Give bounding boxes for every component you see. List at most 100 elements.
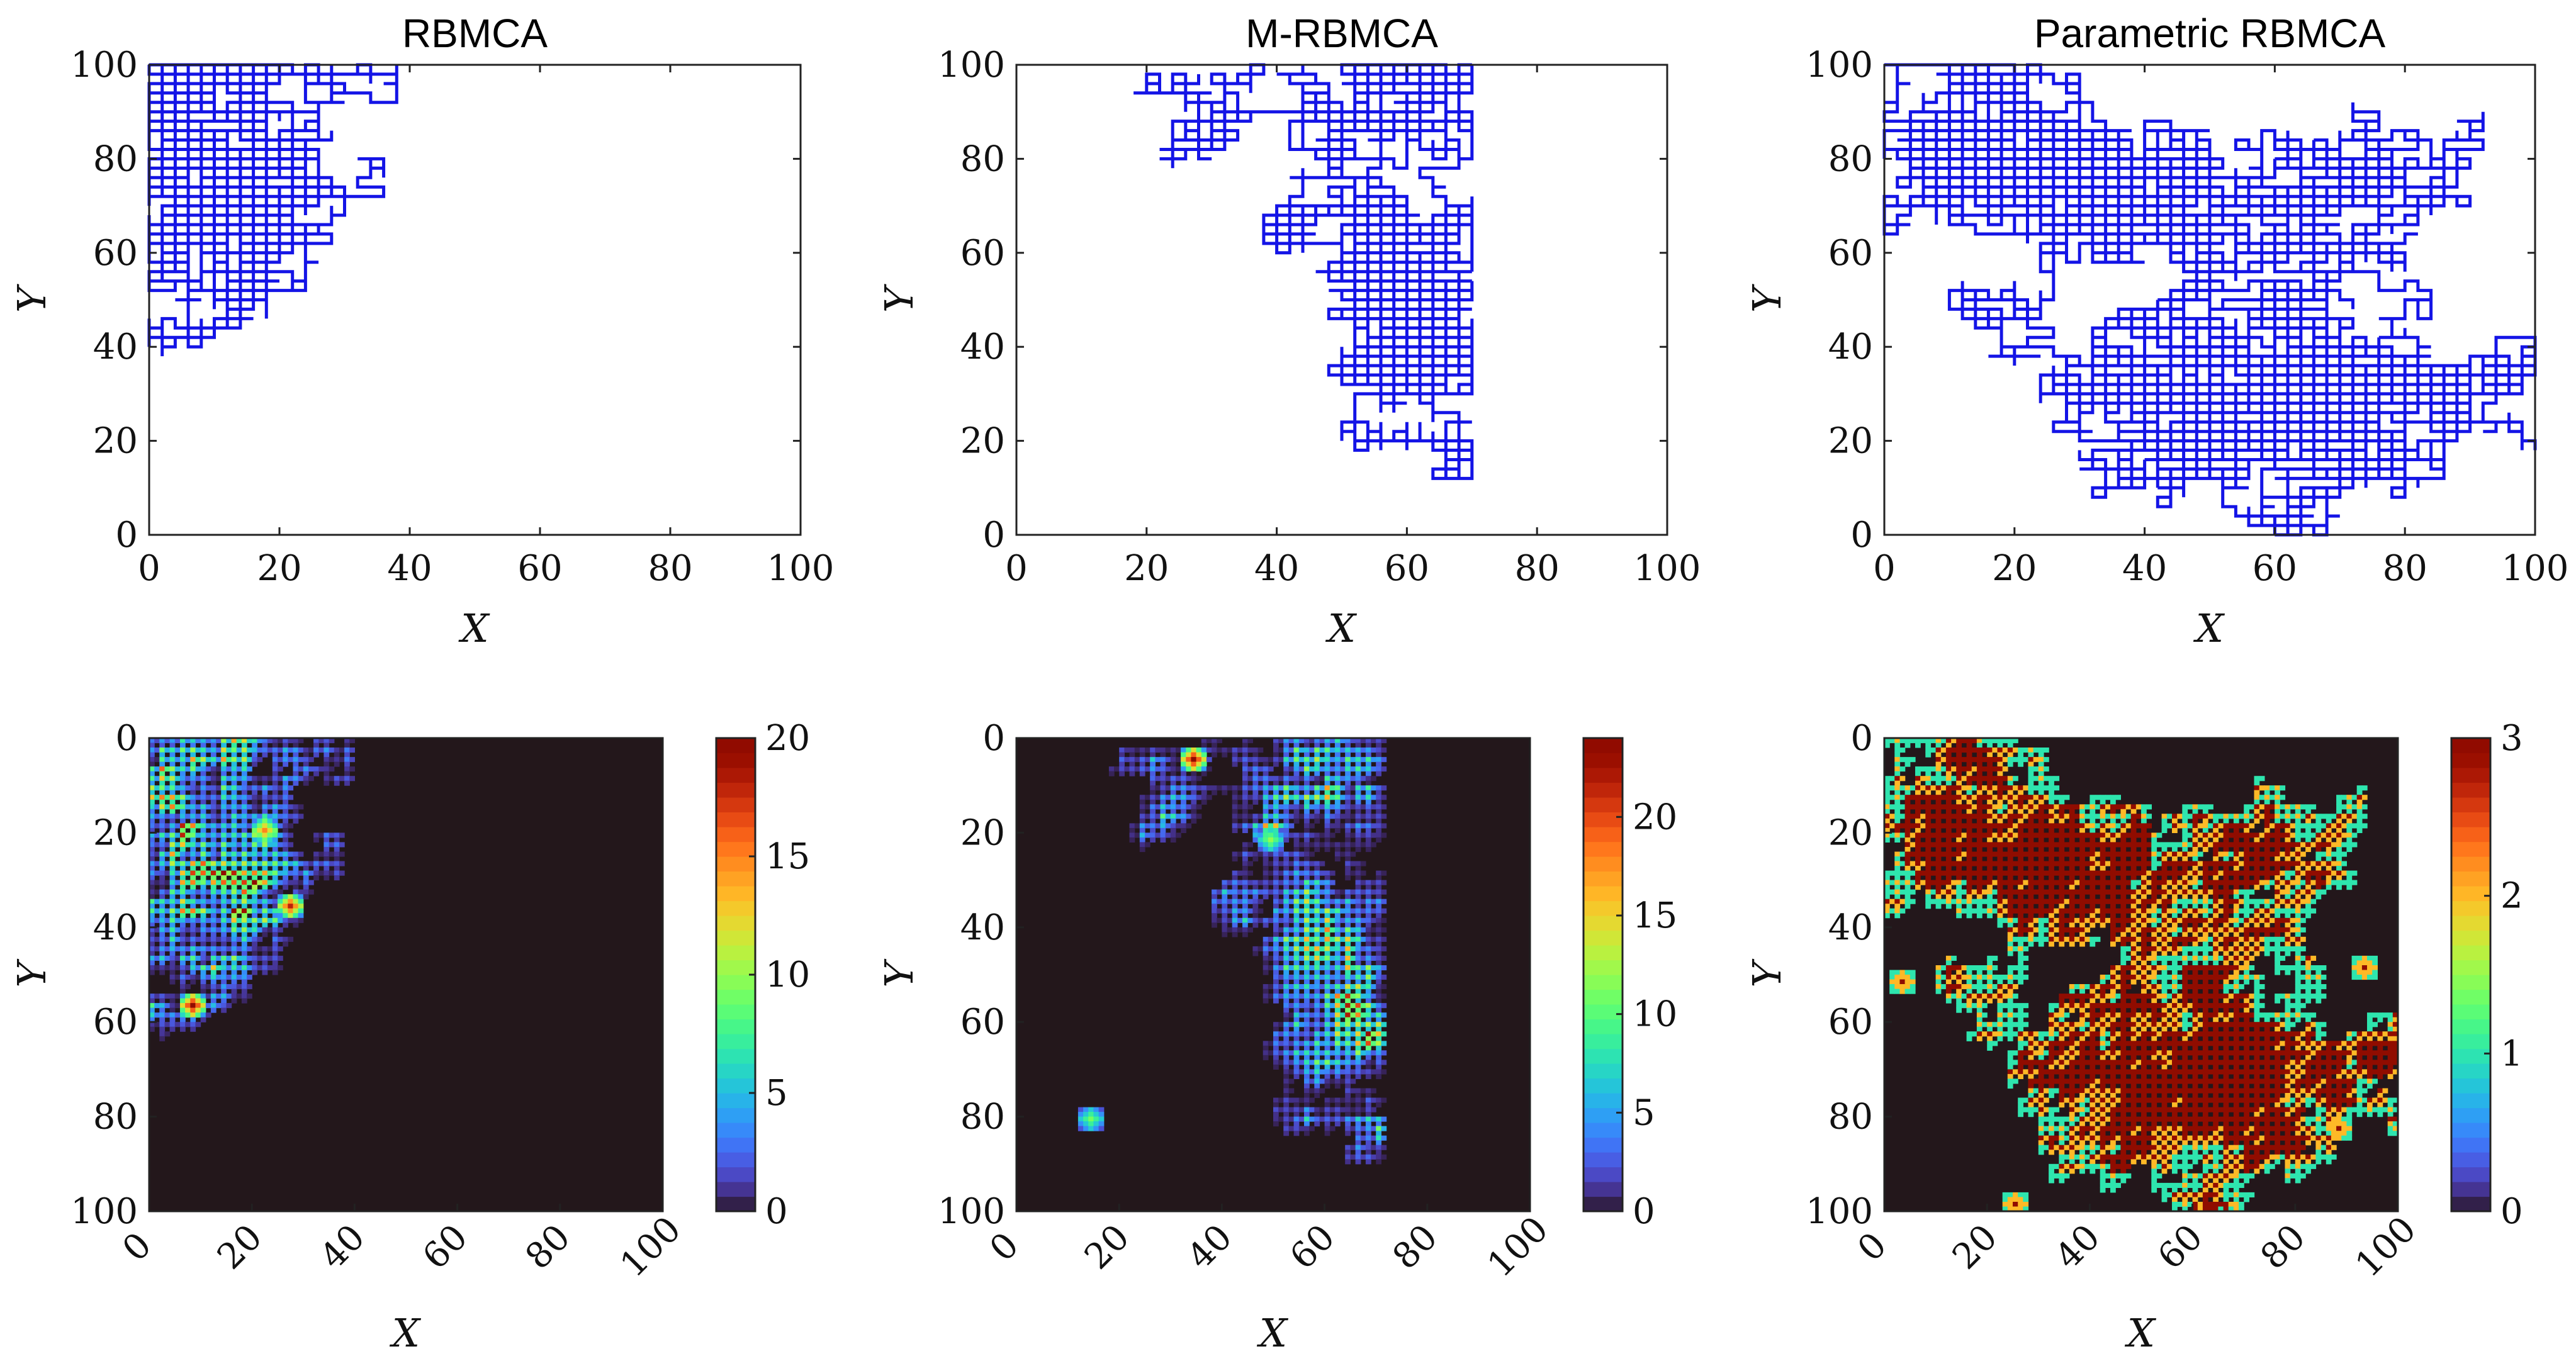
heatmap-cell bbox=[1273, 984, 1279, 990]
heatmap-cell bbox=[1304, 1045, 1310, 1051]
heatmap-cell bbox=[221, 908, 227, 914]
heatmap-cell bbox=[278, 738, 283, 744]
heatmap-cell bbox=[164, 1012, 171, 1018]
heatmap-cell bbox=[1334, 904, 1341, 909]
heatmap-cell bbox=[2089, 885, 2096, 890]
heatmap-cell bbox=[2007, 818, 2013, 824]
heatmap-cell bbox=[2336, 809, 2342, 814]
heatmap-cell bbox=[1376, 804, 1381, 810]
heatmap-cell bbox=[1304, 941, 1310, 947]
heatmap-cell bbox=[190, 785, 196, 791]
heatmap-cell bbox=[180, 1007, 186, 1013]
heatmap-cell bbox=[2197, 804, 2203, 810]
heatmap-cell bbox=[1976, 761, 1983, 767]
heatmap-cell bbox=[1324, 1055, 1330, 1060]
heatmap-cell bbox=[2182, 861, 2188, 866]
heatmap-cell bbox=[1324, 795, 1330, 800]
heatmap-cell bbox=[1314, 946, 1320, 951]
heatmap-cell bbox=[226, 927, 232, 933]
heatmap-cell bbox=[2151, 837, 2157, 843]
heatmap-cell bbox=[2049, 856, 2054, 862]
heatmap-cell bbox=[2023, 814, 2029, 819]
heatmap-cell bbox=[2135, 804, 2142, 810]
heatmap-cell bbox=[1319, 994, 1325, 999]
heatmap-cell bbox=[1997, 761, 2003, 767]
heatmap-cell bbox=[1304, 1116, 1310, 1122]
heatmap-cell bbox=[2346, 842, 2353, 848]
heatmap-cell bbox=[1365, 757, 1371, 763]
heatmap-cell bbox=[159, 932, 166, 938]
heatmap-cell bbox=[231, 738, 237, 744]
heatmap-cell bbox=[334, 847, 340, 853]
heatmap-cell bbox=[1910, 851, 1916, 857]
heatmap-cell bbox=[278, 894, 283, 900]
y-tick-label: 40 bbox=[93, 907, 138, 948]
heatmap-cell bbox=[1298, 748, 1305, 753]
heatmap-cell bbox=[1997, 837, 2003, 843]
heatmap-cell bbox=[1334, 946, 1341, 951]
heatmap-cell bbox=[2213, 861, 2219, 866]
heatmap-cell bbox=[1334, 965, 1341, 971]
heatmap-cell bbox=[1350, 1031, 1356, 1037]
heatmap-cell bbox=[1232, 748, 1238, 753]
heatmap-cell bbox=[1971, 776, 1977, 781]
heatmap-cell bbox=[1309, 1050, 1315, 1056]
heatmap-cell bbox=[267, 837, 273, 843]
heatmap-cell bbox=[1329, 1107, 1336, 1112]
heatmap-cell bbox=[2110, 827, 2116, 833]
heatmap-cell bbox=[236, 994, 242, 999]
heatmap-cell bbox=[241, 866, 247, 871]
heatmap-cell bbox=[1304, 1102, 1310, 1108]
heatmap-cell bbox=[241, 780, 247, 786]
heatmap-cell bbox=[2305, 885, 2311, 890]
heatmap-cell bbox=[313, 866, 319, 871]
heatmap-cell bbox=[190, 941, 196, 947]
heatmap-cell bbox=[1334, 804, 1341, 810]
heatmap-cell bbox=[2295, 856, 2301, 862]
heatmap-cell bbox=[2038, 827, 2044, 833]
heatmap-cell bbox=[1935, 885, 1942, 890]
heatmap-cell bbox=[1340, 804, 1346, 810]
heatmap-cell bbox=[1293, 1022, 1300, 1028]
heatmap-cell bbox=[2233, 842, 2239, 848]
heatmap-cell bbox=[1355, 989, 1361, 994]
heatmap-cell bbox=[1376, 1121, 1381, 1127]
heatmap-cell bbox=[1217, 785, 1222, 791]
heatmap-cell bbox=[1191, 748, 1197, 753]
y-axis-label: Y bbox=[876, 958, 922, 987]
heatmap-cell bbox=[1201, 748, 1207, 753]
heatmap-cell bbox=[1355, 776, 1361, 781]
heatmap-cell bbox=[1201, 757, 1207, 763]
heatmap-cell bbox=[1340, 1012, 1346, 1018]
heatmap-cell bbox=[2244, 832, 2249, 838]
heatmap-cell bbox=[1252, 856, 1259, 862]
heatmap-cell bbox=[272, 899, 278, 904]
heatmap-cell bbox=[1293, 818, 1300, 824]
heatmap-cell bbox=[2089, 818, 2096, 824]
colorbar-segment bbox=[1583, 1004, 1623, 1020]
heatmap-cell bbox=[2305, 804, 2311, 810]
heatmap-cell bbox=[1355, 1022, 1361, 1028]
heatmap-cell bbox=[1324, 1073, 1330, 1079]
heatmap-cell bbox=[1206, 785, 1212, 791]
heatmap-cell bbox=[1304, 1064, 1310, 1070]
heatmap-cell bbox=[200, 842, 206, 848]
heatmap-cell bbox=[1355, 1150, 1361, 1155]
heatmap-cell bbox=[1304, 994, 1310, 999]
heatmap-cell bbox=[262, 804, 268, 810]
heatmap-cell bbox=[1263, 1050, 1269, 1056]
heatmap-cell bbox=[272, 960, 278, 966]
heatmap-cell bbox=[149, 847, 155, 853]
heatmap-cell bbox=[1360, 738, 1366, 744]
heatmap-cell bbox=[1222, 927, 1228, 933]
heatmap-cell bbox=[308, 889, 314, 895]
heatmap-cell bbox=[1196, 795, 1202, 800]
heatmap-cell bbox=[174, 832, 181, 838]
heatmap-cell bbox=[2305, 880, 2311, 885]
heatmap-cell bbox=[1170, 832, 1176, 838]
heatmap-cell bbox=[180, 936, 186, 942]
heatmap-cell bbox=[231, 946, 237, 951]
heatmap-cell bbox=[2280, 832, 2286, 838]
heatmap-cell bbox=[1268, 804, 1274, 810]
heatmap-cell bbox=[1345, 795, 1351, 800]
